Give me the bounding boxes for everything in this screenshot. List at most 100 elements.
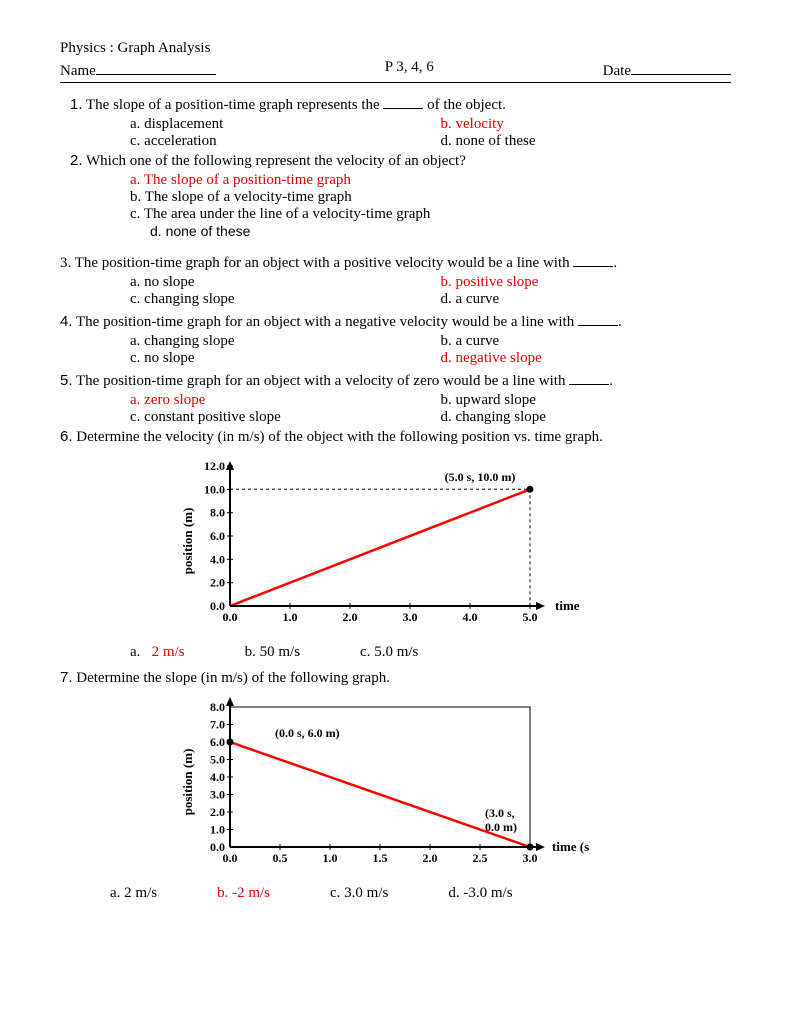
svg-text:5.0: 5.0 [523, 610, 538, 624]
q1-blank [383, 93, 423, 109]
q3-num: 3. [60, 255, 71, 271]
svg-text:8.0: 8.0 [210, 700, 225, 714]
q3-opt-a: a. no slope [130, 274, 421, 291]
q5-text-before: The position-time graph for an object wi… [76, 373, 569, 389]
svg-text:time (s): time (s) [555, 598, 580, 613]
q4-opt-b: b. a curve [441, 333, 732, 350]
q4-text-before: The position-time graph for an object wi… [76, 314, 578, 330]
svg-text:3.0: 3.0 [403, 610, 418, 624]
svg-text:2.0: 2.0 [343, 610, 358, 624]
q6-num: 6. [60, 428, 73, 445]
svg-text:0.0: 0.0 [223, 610, 238, 624]
q7-num: 7. [60, 669, 73, 686]
svg-text:4.0: 4.0 [210, 552, 225, 566]
svg-text:(5.0 s, 10.0 m): (5.0 s, 10.0 m) [445, 470, 516, 484]
q4-opt-d: d. negative slope [441, 350, 732, 367]
question-5: 5. The position-time graph for an object… [60, 369, 731, 390]
name-blank [96, 59, 216, 75]
q6-answers: a. 2 m/s b. 50 m/s c. 5.0 m/s [130, 644, 731, 661]
q7-opt-c: c. 3.0 m/s [330, 885, 388, 902]
q6-opt-c: c. 5.0 m/s [360, 644, 418, 661]
chart-2: 0.0 1.0 2.0 3.0 4.0 5.0 6.0 7.0 8.0 0.0 … [180, 697, 731, 877]
question-6: 6. Determine the velocity (in m/s) of th… [60, 428, 731, 446]
q5-opt-c: c. constant positive slope [130, 409, 421, 426]
q1-text-after: of the object. [423, 97, 505, 113]
q3-opt-b: b. positive slope [441, 274, 732, 291]
q3-opt-c: c. changing slope [130, 291, 421, 308]
q2-opt-b: b. The slope of a velocity-time graph [130, 189, 731, 206]
q3-opt-d: d. a curve [441, 291, 732, 308]
q1-options: a. displacement b. velocity c. accelerat… [130, 116, 731, 150]
q7-answers: a. 2 m/s b. -2 m/s c. 3.0 m/s d. -3.0 m/… [110, 885, 731, 902]
q3-text-after: . [613, 255, 617, 271]
q6-text: Determine the velocity (in m/s) of the o… [76, 429, 603, 445]
q4-options: a. changing slope b. a curve c. no slope… [130, 333, 731, 367]
chart-1-svg: 0.0 2.0 4.0 6.0 8.0 10.0 12.0 0.0 1.0 2.… [180, 456, 580, 636]
q2-opt-c: c. The area under the line of a velocity… [130, 206, 731, 223]
q4-num: 4. [60, 313, 73, 330]
q2-num: 2. [70, 152, 83, 169]
q6-opt-b: b. 50 m/s [245, 644, 300, 661]
q3-text-before: The position-time graph for an object wi… [75, 255, 574, 271]
q2-opt-d: d. none of these [150, 223, 731, 239]
svg-text:6.0: 6.0 [210, 735, 225, 749]
q4-opt-c: c. no slope [130, 350, 421, 367]
svg-text:0.5: 0.5 [273, 851, 288, 865]
name-field: Name [60, 59, 216, 80]
q2-options: a. The slope of a position-time graph b.… [130, 172, 731, 239]
date-field: Date [603, 59, 731, 80]
svg-text:5.0: 5.0 [210, 753, 225, 767]
svg-text:(0.0 s, 6.0 m): (0.0 s, 6.0 m) [275, 726, 340, 740]
q2-text: Which one of the following represent the… [86, 153, 466, 169]
q5-opt-d: d. changing slope [441, 409, 732, 426]
q5-opt-a: a. zero slope [130, 392, 421, 409]
svg-text:1.5: 1.5 [373, 851, 388, 865]
question-2: 2. Which one of the following represent … [70, 152, 731, 170]
svg-text:2.0: 2.0 [210, 805, 225, 819]
header-row-2: Name P 3, 4, 6 Date [60, 59, 731, 83]
svg-text:3.0: 3.0 [210, 788, 225, 802]
q4-text-after: . [618, 314, 622, 330]
q1-opt-c: c. acceleration [130, 133, 421, 150]
q2-opt-a: a. The slope of a position-time graph [130, 172, 731, 189]
q5-options: a. zero slope b. upward slope c. constan… [130, 392, 731, 426]
svg-text:8.0: 8.0 [210, 506, 225, 520]
question-3: 3. The position-time graph for an object… [60, 251, 731, 272]
svg-text:10.0: 10.0 [204, 482, 225, 496]
q1-num: 1. [70, 96, 83, 113]
svg-text:1.0: 1.0 [210, 823, 225, 837]
svg-text:position (m): position (m) [180, 508, 195, 575]
q7-opt-d: d. -3.0 m/s [448, 885, 512, 902]
q6-opt-a: a. 2 m/s [130, 644, 185, 661]
svg-text:3.0: 3.0 [523, 851, 538, 865]
svg-text:2.5: 2.5 [473, 851, 488, 865]
q3-options: a. no slope b. positive slope c. changin… [130, 274, 731, 308]
svg-text:7.0: 7.0 [210, 718, 225, 732]
svg-text:2.0: 2.0 [210, 576, 225, 590]
svg-text:0.0 m): 0.0 m) [485, 820, 517, 834]
svg-text:2.0: 2.0 [423, 851, 438, 865]
svg-text:6.0: 6.0 [210, 529, 225, 543]
chart-1: 0.0 2.0 4.0 6.0 8.0 10.0 12.0 0.0 1.0 2.… [180, 456, 731, 636]
svg-text:4.0: 4.0 [463, 610, 478, 624]
svg-text:position (m): position (m) [180, 749, 195, 816]
svg-text:time (s): time (s) [552, 839, 590, 854]
q5-blank [569, 369, 609, 385]
question-1: 1. The slope of a position-time graph re… [70, 93, 731, 114]
q5-opt-b: b. upward slope [441, 392, 732, 409]
svg-text:0.0: 0.0 [223, 851, 238, 865]
q1-opt-a: a. displacement [130, 116, 421, 133]
worksheet-title: Physics : Graph Analysis [60, 40, 210, 57]
q3-blank [573, 251, 613, 267]
question-7: 7. Determine the slope (in m/s) of the f… [60, 669, 731, 687]
svg-text:12.0: 12.0 [204, 459, 225, 473]
q7-opt-a: a. 2 m/s [110, 885, 157, 902]
q7-opt-b: b. -2 m/s [217, 885, 270, 902]
q5-text-after: . [609, 373, 613, 389]
q1-opt-d: d. none of these [441, 133, 732, 150]
q5-num: 5. [60, 372, 73, 389]
periods-label: P 3, 4, 6 [385, 59, 434, 80]
svg-text:4.0: 4.0 [210, 770, 225, 784]
question-4: 4. The position-time graph for an object… [60, 310, 731, 331]
date-blank [631, 59, 731, 75]
